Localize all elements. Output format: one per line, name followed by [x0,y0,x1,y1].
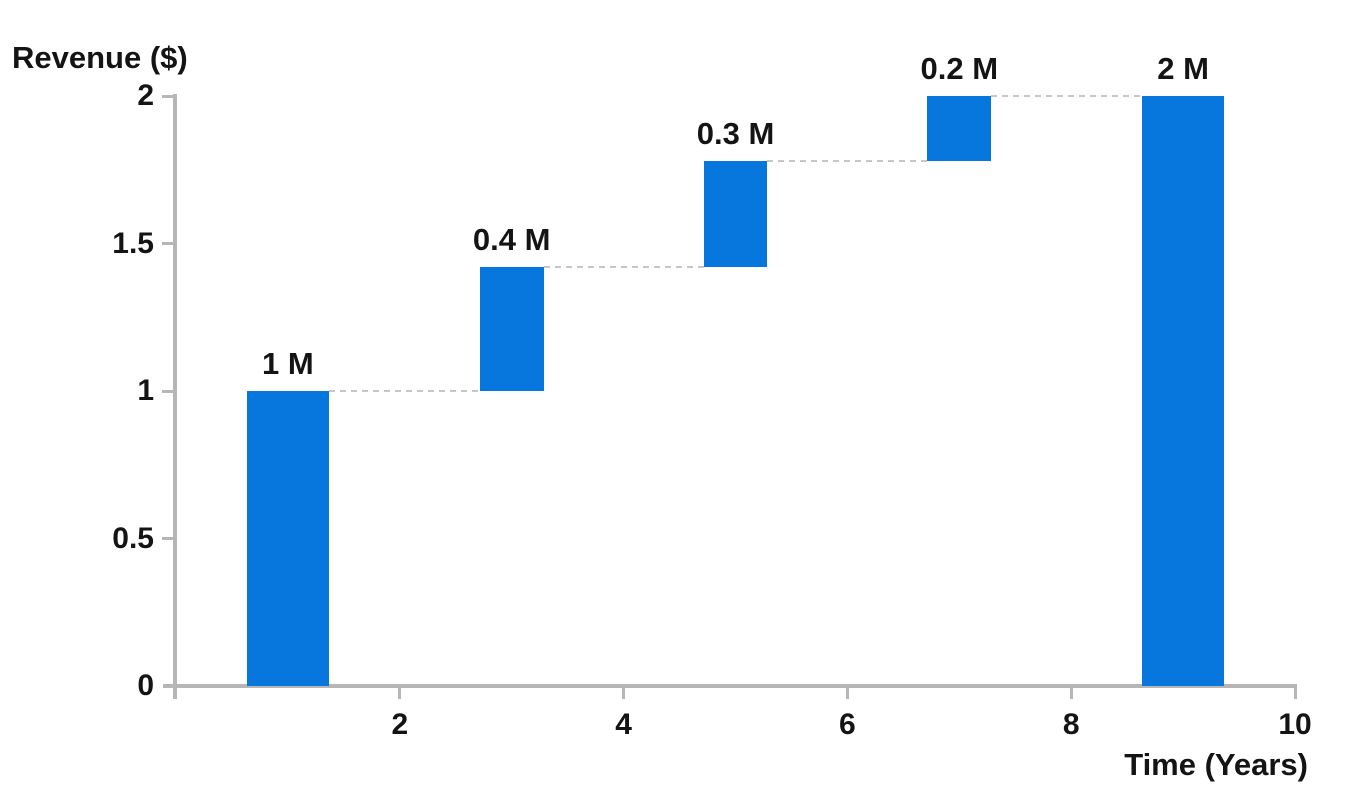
waterfall-bar-1 [247,391,329,686]
y-axis-line [173,94,177,699]
y-tick-label: 2 [137,79,154,112]
x-tick-mark [1069,688,1073,699]
y-tick-label: 0.5 [112,521,154,555]
connector-line-3 [767,159,928,162]
waterfall-bar-3 [703,160,768,268]
x-tick-mark [1293,688,1297,699]
bar-label-2: 0.4 M [472,222,551,258]
x-tick-label: 6 [839,708,856,741]
x-tick-mark [622,688,626,699]
connector-line-1 [328,390,480,392]
waterfall-bar-2 [479,267,544,391]
y-tick-mark [162,94,175,98]
x-tick-label: 2 [391,708,409,741]
x-tick-mark [398,688,402,699]
x-tick-mark [845,688,849,699]
connector-line-2 [543,266,704,269]
x-tick-label: 4 [615,708,632,741]
y-axis-title: Revenue ($) [12,40,188,75]
x-axis-title: Time (Years) [1124,747,1308,782]
y-tick-mark [162,389,175,393]
bar-label-3: 0.3 M [696,115,775,151]
x-axis-line [163,684,1297,688]
connector-line-4 [991,95,1143,97]
waterfall-bar-4 [927,96,992,161]
bar-label-1: 1 M [262,346,314,381]
y-tick-label: 0 [137,669,154,702]
y-tick-mark [162,242,175,245]
x-tick-label: 10 [1278,708,1312,741]
y-tick-label: 1.5 [112,226,154,260]
y-tick-mark [162,537,175,540]
waterfall-bar-5 [1142,96,1224,686]
bar-label-4: 0.2 M [920,51,999,86]
bar-label-5: 2 M [1157,51,1209,86]
y-tick-label: 1 [137,374,154,407]
x-tick-label: 8 [1062,708,1080,741]
